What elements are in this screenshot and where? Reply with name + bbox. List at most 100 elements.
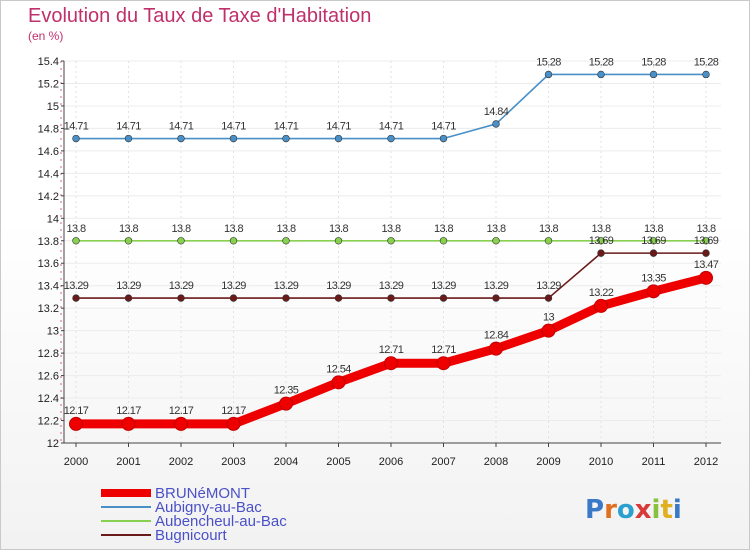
data-point	[387, 237, 395, 245]
x-tick-label: 2012	[694, 456, 718, 468]
data-label: 13.29	[274, 280, 299, 292]
data-point	[121, 416, 136, 431]
x-tick-label: 2007	[431, 456, 455, 468]
data-point	[702, 70, 710, 79]
data-point	[177, 134, 185, 143]
data-label: 12.17	[64, 405, 89, 417]
y-tick-label: 15.2	[38, 78, 59, 90]
data-label: 13.29	[64, 280, 89, 292]
data-label: 13.29	[536, 280, 561, 292]
y-tick-label: 13.4	[38, 281, 59, 293]
data-label: 12.71	[431, 344, 456, 356]
y-tick-label: 12	[47, 438, 59, 450]
y-tick-label: 13.2	[38, 303, 59, 315]
data-point	[334, 134, 343, 143]
data-point	[282, 134, 290, 143]
x-tick-label: 2005	[326, 456, 350, 468]
data-label: 13.29	[431, 280, 456, 292]
x-tick-label: 2009	[536, 456, 560, 468]
y-tick-label: 14.8	[38, 123, 59, 135]
data-point	[439, 134, 448, 143]
legend-label: BRUNéMONT	[155, 485, 250, 502]
data-point	[282, 294, 290, 302]
data-label: 13.8	[539, 223, 558, 235]
data-point	[544, 70, 553, 79]
x-tick-label: 2011	[642, 456, 666, 468]
data-label: 13.8	[276, 223, 295, 235]
data-point	[436, 356, 451, 371]
data-label: 13.47	[694, 259, 719, 271]
data-point	[649, 237, 658, 245]
data-label: 13.29	[484, 280, 509, 292]
data-point	[279, 396, 293, 411]
data-point	[646, 284, 661, 299]
data-point	[72, 134, 80, 143]
data-point	[492, 120, 500, 128]
data-point	[174, 416, 188, 431]
brand-logo-letter: x	[635, 495, 652, 525]
data-label: 14.71	[274, 121, 299, 133]
data-point	[702, 249, 710, 257]
data-label: 13.29	[326, 280, 351, 292]
data-label: 15.28	[641, 56, 666, 68]
data-point	[439, 294, 448, 302]
data-label: 12.17	[116, 405, 141, 417]
x-tick-label: 2008	[484, 456, 508, 468]
x-tick-label: 2000	[64, 456, 88, 468]
data-point	[124, 134, 133, 143]
data-point	[229, 134, 238, 143]
brand-logo-letter: P	[585, 495, 604, 525]
data-label: 14.71	[64, 121, 89, 133]
data-point	[387, 134, 395, 143]
data-label: 13.8	[66, 223, 85, 235]
x-tick-label: 2004	[274, 456, 298, 468]
data-label: 13.29	[116, 280, 141, 292]
y-tick-label: 14.6	[38, 146, 59, 158]
x-tick-label: 2010	[589, 456, 613, 468]
data-label: 13.8	[171, 223, 190, 235]
data-label: 13.8	[696, 223, 715, 235]
data-point	[541, 323, 556, 338]
data-point	[229, 237, 238, 245]
data-point	[226, 416, 241, 431]
y-tick-label: 15	[47, 101, 59, 113]
data-label: 13.8	[486, 223, 505, 235]
x-tick-label: 2002	[169, 456, 193, 468]
data-point	[124, 237, 133, 245]
data-point	[72, 237, 80, 245]
data-label: 13.8	[119, 223, 138, 235]
data-label: 13.35	[641, 272, 666, 284]
y-tick-label: 12.2	[38, 416, 59, 428]
data-label: 13.8	[381, 223, 400, 235]
data-label: 12.17	[169, 405, 194, 417]
y-tick-label: 15.4	[38, 56, 59, 68]
data-label: 12.71	[379, 344, 404, 356]
data-label: 14.71	[379, 121, 404, 133]
y-tick-label: 12.6	[38, 371, 59, 383]
data-point	[594, 298, 608, 313]
data-label: 12.17	[221, 405, 246, 417]
data-label: 12.54	[326, 363, 351, 375]
data-point	[282, 237, 290, 245]
data-point	[649, 249, 658, 257]
y-tick-label: 13	[47, 326, 59, 338]
data-point	[699, 270, 713, 285]
data-point	[177, 237, 185, 245]
brand-logo-letter: i	[652, 495, 661, 525]
data-point	[124, 294, 133, 302]
y-tick-label: 13.8	[38, 236, 59, 248]
legend-label: Aubencheul-au-Bac	[155, 513, 287, 530]
brand-logo: Proxiti	[585, 495, 682, 525]
data-label: 14.71	[116, 121, 141, 133]
data-label: 14.71	[326, 121, 351, 133]
data-label: 13.29	[221, 280, 246, 292]
data-label: 13.69	[641, 235, 666, 247]
y-tick-label: 12.8	[38, 348, 59, 360]
data-label: 13.8	[591, 223, 610, 235]
brand-logo-letter: i	[673, 495, 682, 525]
data-point	[492, 294, 500, 302]
data-label: 13.29	[169, 280, 194, 292]
chart-subtitle: (en %)	[28, 29, 64, 43]
